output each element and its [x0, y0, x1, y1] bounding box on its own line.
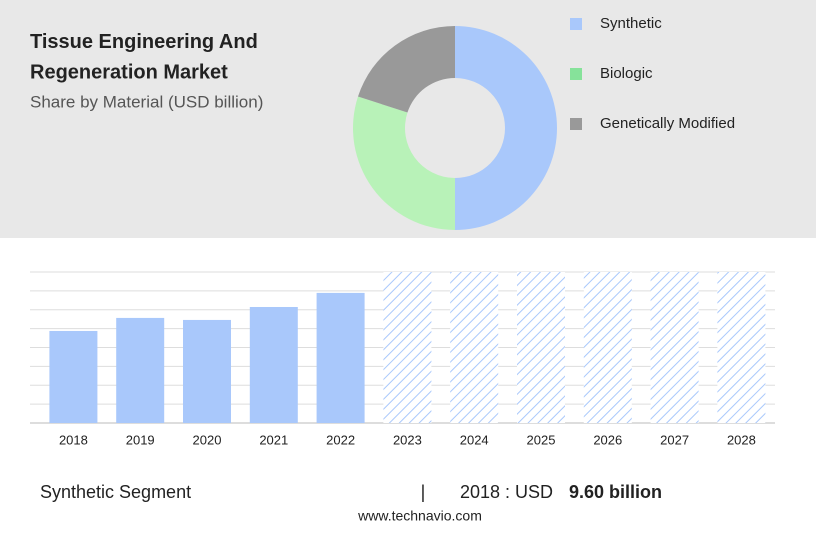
legend-label: Genetically Modified — [600, 115, 735, 132]
x-tick-label: 2020 — [193, 432, 222, 447]
legend-label: Biologic — [600, 65, 653, 82]
x-tick-label: 2019 — [126, 432, 155, 447]
bar — [249, 306, 298, 423]
bar — [49, 330, 98, 423]
donut-slice — [353, 96, 455, 230]
x-tick-label: 2027 — [660, 432, 689, 447]
bar — [183, 319, 231, 423]
x-tick-label: 2028 — [727, 432, 756, 447]
forecast-placeholder — [383, 272, 432, 423]
x-tick-label: 2018 — [59, 432, 88, 447]
legend-swatch — [570, 68, 582, 80]
footer-year: 2018 : USD — [460, 482, 553, 502]
footer-separator: | — [421, 482, 426, 502]
footer-value: 9.60 billion — [569, 482, 662, 502]
website: www.technavio.com — [357, 508, 482, 524]
legend-label: Synthetic — [600, 15, 662, 32]
forecast-placeholder — [717, 272, 766, 423]
x-tick-label: 2022 — [326, 432, 355, 447]
bar — [316, 292, 365, 423]
footer-segment: Synthetic Segment — [40, 482, 191, 502]
legend-swatch — [570, 118, 582, 130]
subtitle: Share by Material (USD billion) — [30, 92, 263, 111]
chart-title: Tissue Engineering And — [30, 31, 258, 53]
legend-swatch — [570, 18, 582, 30]
title: Tissue Engineering And — [30, 31, 258, 53]
bar — [116, 317, 165, 423]
donut-slice — [455, 26, 557, 230]
forecast-placeholder — [517, 272, 565, 423]
donut-slice — [357, 26, 455, 113]
forecast-placeholder — [450, 272, 499, 423]
title-line-2: Regeneration Market — [30, 61, 228, 83]
forecast-placeholder — [583, 272, 632, 423]
x-tick-label: 2025 — [527, 432, 556, 447]
x-tick-label: 2023 — [393, 432, 422, 447]
x-tick-label: 2026 — [593, 432, 622, 447]
x-tick-label: 2021 — [259, 432, 288, 447]
forecast-placeholder — [650, 272, 699, 423]
x-tick-label: 2024 — [460, 432, 489, 447]
